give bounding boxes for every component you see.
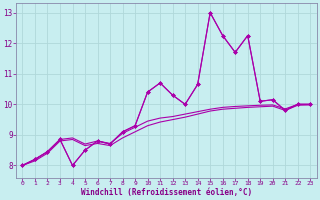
X-axis label: Windchill (Refroidissement éolien,°C): Windchill (Refroidissement éolien,°C)	[81, 188, 252, 197]
